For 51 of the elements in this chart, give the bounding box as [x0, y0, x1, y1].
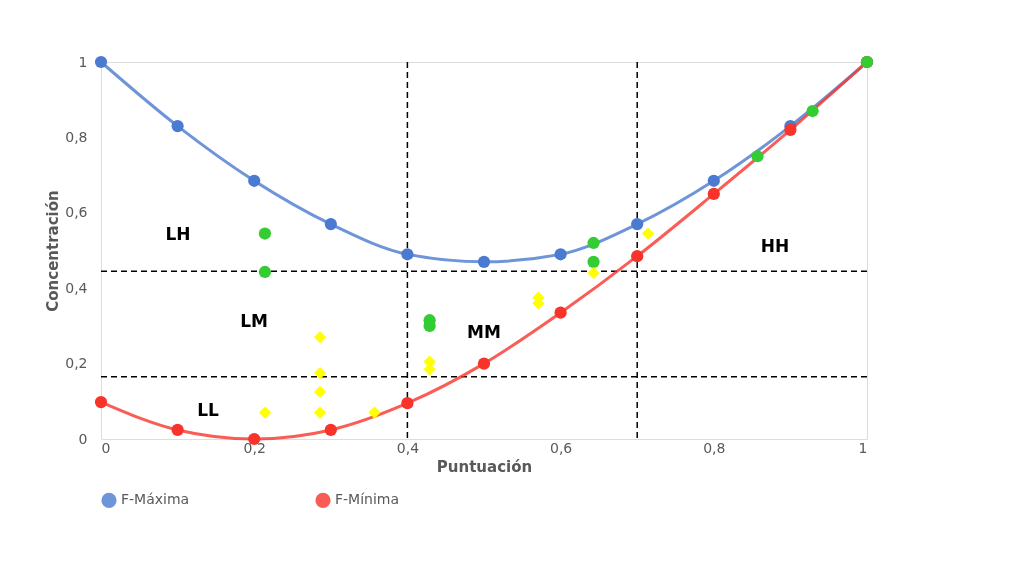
x-tick-label: 0,6 — [549, 439, 573, 456]
point — [94, 55, 108, 69]
point — [368, 406, 381, 419]
y-axis-title: Concentración — [44, 190, 63, 312]
point — [631, 218, 644, 231]
point — [171, 119, 184, 133]
point — [477, 255, 491, 268]
annotation: MM — [467, 322, 501, 342]
point — [401, 248, 414, 261]
point — [258, 227, 272, 240]
point — [554, 248, 567, 261]
point — [631, 250, 644, 263]
point — [477, 357, 491, 370]
point — [707, 174, 720, 187]
y-tick-label: 0,4 — [65, 279, 88, 296]
legend-label: F-Máxima — [121, 491, 190, 508]
point — [587, 267, 600, 280]
point — [324, 423, 337, 437]
x-tick-label: 0 — [101, 439, 111, 456]
x-tick-label: 1 — [858, 439, 868, 456]
x-tick-label: 0,2 — [243, 439, 266, 456]
y-tick-label: 0,6 — [65, 204, 88, 221]
point — [324, 218, 337, 231]
x-axis-title: Puntuación — [436, 457, 533, 476]
legend-label: F-Mínima — [335, 491, 400, 508]
point — [401, 397, 414, 410]
annotation: LL — [197, 400, 219, 420]
point — [587, 236, 600, 250]
point — [313, 406, 327, 419]
annotation: HH — [760, 236, 790, 256]
point — [554, 306, 567, 319]
y-tick-label: 0,2 — [65, 355, 88, 372]
point — [258, 406, 272, 419]
point — [751, 150, 764, 163]
point — [313, 366, 327, 380]
point — [171, 423, 184, 437]
x-tick-label: 0,8 — [703, 439, 726, 456]
point — [94, 395, 108, 409]
point — [806, 104, 819, 118]
x-tick-label: 0,4 — [396, 439, 420, 456]
point — [248, 174, 261, 187]
point — [258, 265, 272, 279]
point — [641, 227, 655, 240]
y-tick-label: 1 — [78, 53, 88, 70]
point — [707, 187, 720, 201]
y-tick-label: 0,8 — [65, 128, 88, 145]
point — [313, 331, 327, 344]
annotation: LH — [165, 224, 191, 244]
point — [587, 255, 600, 268]
annotation: LM — [240, 311, 268, 331]
point — [313, 385, 327, 398]
